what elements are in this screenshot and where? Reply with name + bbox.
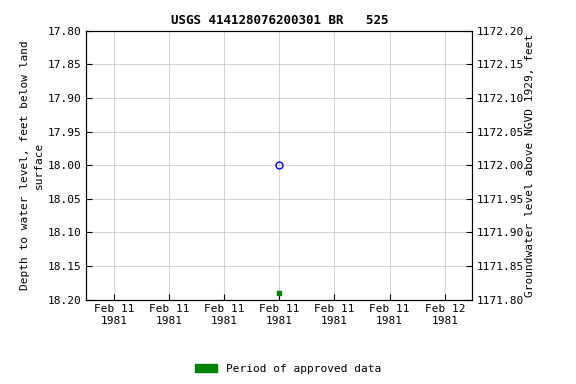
Y-axis label: Depth to water level, feet below land
surface: Depth to water level, feet below land su… [20,40,44,290]
Legend: Period of approved data: Period of approved data [191,359,385,379]
Title: USGS 414128076200301 BR   525: USGS 414128076200301 BR 525 [170,14,388,27]
Y-axis label: Groundwater level above NGVD 1929, feet: Groundwater level above NGVD 1929, feet [525,33,535,297]
